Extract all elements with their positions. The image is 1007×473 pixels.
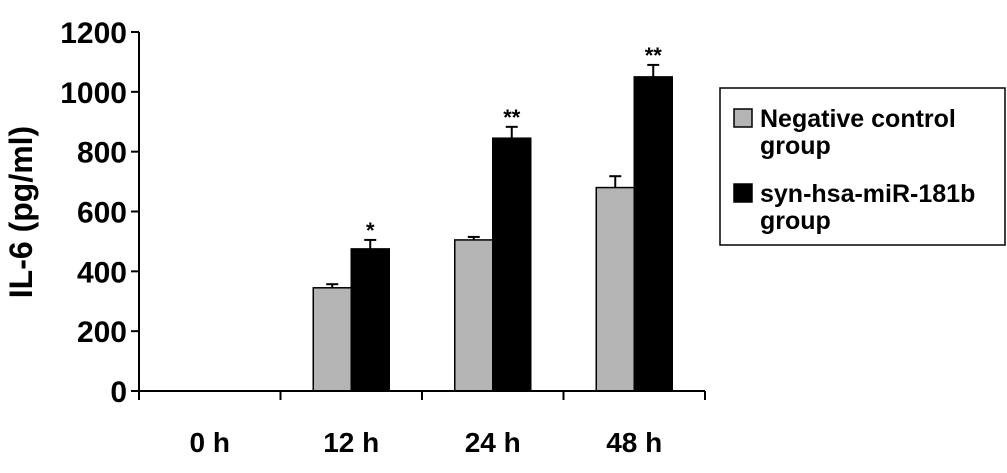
bar-syn-hsa-mir-181b — [350, 248, 390, 392]
legend-swatch — [733, 108, 753, 128]
error-bars — [326, 63, 660, 288]
bar-syn-hsa-mir-181b — [492, 137, 532, 392]
bar-negative-control — [312, 287, 352, 392]
bars — [312, 76, 673, 392]
significance-label: * — [366, 218, 375, 243]
x-tick-label: 12 h — [323, 427, 379, 458]
legend: Negative controlgroupsyn-hsa-miR-181bgro… — [719, 87, 1006, 246]
x-tick-label: 48 h — [606, 427, 662, 458]
y-axis-ticks: 0 200 400 600 800 1000 1200 — [60, 17, 139, 409]
legend-label: Negative control — [760, 105, 956, 133]
significance-labels: ***** — [366, 43, 662, 243]
bar-syn-hsa-mir-181b — [633, 76, 673, 392]
y-tick-label: 1200 — [60, 17, 127, 50]
y-tick-label: 400 — [77, 256, 127, 289]
significance-label: ** — [645, 43, 663, 68]
legend-label: group — [760, 207, 831, 235]
bar-negative-control — [595, 186, 635, 392]
x-tick-label: 24 h — [465, 427, 521, 458]
y-tick-label: 0 — [110, 376, 127, 409]
y-tick-label: 200 — [77, 316, 127, 349]
y-tick-label: 1000 — [60, 77, 127, 110]
legend-box — [719, 87, 1006, 246]
legend-label: group — [760, 132, 831, 160]
bar-negative-control — [454, 239, 494, 392]
x-tick-label: 0 h — [190, 427, 230, 458]
legend-label: syn-hsa-miR-181b — [760, 180, 975, 208]
y-tick-label: 800 — [77, 137, 127, 170]
legend-swatch — [733, 183, 753, 203]
significance-label: ** — [503, 105, 521, 130]
y-axis-title: IL-6 (pg/ml) — [3, 126, 39, 298]
y-tick-label: 600 — [77, 197, 127, 230]
x-axis-ticks: 0 h 12 h 24 h 48 h — [138, 391, 706, 458]
